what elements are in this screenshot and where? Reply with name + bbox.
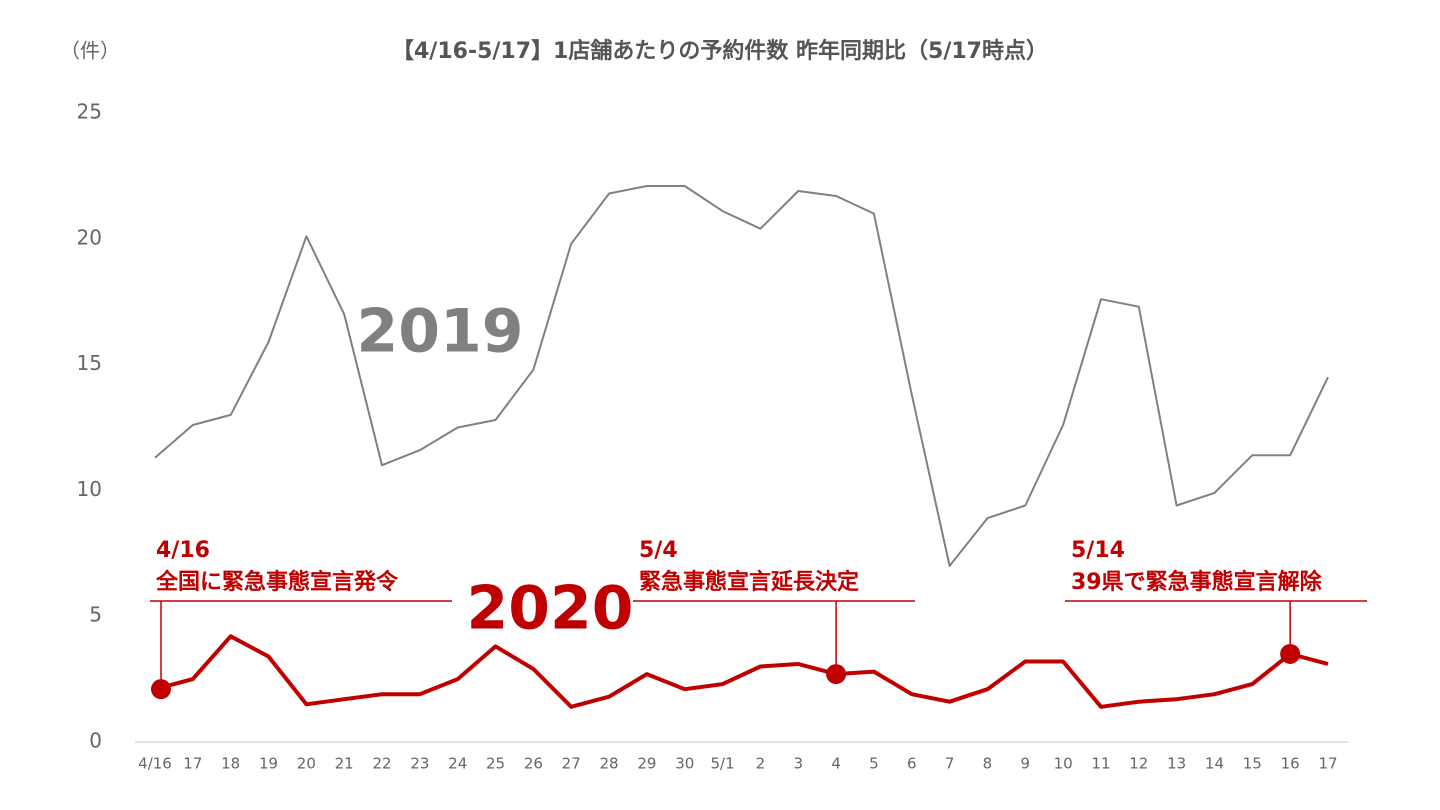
- x-tick-label: 7: [945, 755, 955, 773]
- annotation-marker: [151, 679, 171, 700]
- chart-title: 【4/16-5/17】1店舗あたりの予約件数 昨年同期比（5/17時点）: [392, 38, 1048, 64]
- annotation-marker: [826, 664, 847, 685]
- y-tick-label: 5: [89, 603, 102, 627]
- annotation-marker: [1280, 643, 1301, 664]
- x-tick-label: 4/16: [138, 755, 172, 773]
- x-tick-label: 6: [907, 755, 917, 773]
- x-tick-label: 25: [486, 755, 505, 773]
- x-tick-label: 12: [1129, 755, 1148, 773]
- y-tick-label: 10: [77, 477, 102, 501]
- x-tick-label: 19: [259, 755, 278, 773]
- x-tick-label: 10: [1054, 755, 1073, 773]
- x-tick-label: 21: [335, 755, 354, 773]
- annotation-text: 全国に緊急事態宣言発令: [155, 569, 399, 595]
- y-tick-label: 20: [77, 225, 102, 249]
- x-tick-label: 24: [448, 755, 467, 773]
- y-tick-label: 25: [77, 100, 102, 124]
- x-tick-label: 8: [983, 755, 993, 773]
- x-tick-label: 11: [1091, 755, 1110, 773]
- annotation-text: 緊急事態宣言延長決定: [639, 569, 859, 595]
- annotation-text: 39県で緊急事態宣言解除: [1071, 569, 1323, 595]
- x-tick-label: 27: [562, 755, 581, 773]
- series-line: [154, 185, 1329, 567]
- x-tick-label: 5: [869, 755, 879, 773]
- x-tick-label: 9: [1021, 755, 1031, 773]
- annotation-date: 5/14: [1071, 538, 1125, 563]
- x-tick-label: 22: [372, 755, 391, 773]
- y-tick-label: 15: [77, 351, 102, 375]
- x-tick-label: 28: [600, 755, 619, 773]
- x-tick-label: 20: [297, 755, 316, 773]
- x-tick-label: 4: [831, 755, 841, 773]
- x-tick-label: 13: [1167, 755, 1186, 773]
- series-line: [154, 634, 1329, 709]
- x-tick-label: 17: [1318, 755, 1337, 773]
- x-tick-label: 15: [1243, 755, 1262, 773]
- x-tick-label: 30: [675, 755, 694, 773]
- x-tick-label: 29: [637, 755, 656, 773]
- x-tick-label: 26: [524, 755, 543, 773]
- annotation-date: 5/4: [639, 538, 678, 563]
- x-tick-label: 5/1: [711, 755, 735, 773]
- x-tick-label: 16: [1281, 755, 1300, 773]
- series-label: 2019: [357, 297, 524, 367]
- x-tick-label: 14: [1205, 755, 1224, 773]
- x-tick-label: 2: [756, 755, 766, 773]
- annotation-date: 4/16: [156, 538, 210, 563]
- x-tick-label: 23: [410, 755, 429, 773]
- x-tick-label: 17: [183, 755, 202, 773]
- x-tick-label: 18: [221, 755, 240, 773]
- series-label: 2020: [467, 574, 634, 644]
- y-tick-label: 0: [89, 729, 102, 753]
- y-axis-label: （件）: [60, 39, 120, 63]
- x-tick-label: 3: [793, 755, 803, 773]
